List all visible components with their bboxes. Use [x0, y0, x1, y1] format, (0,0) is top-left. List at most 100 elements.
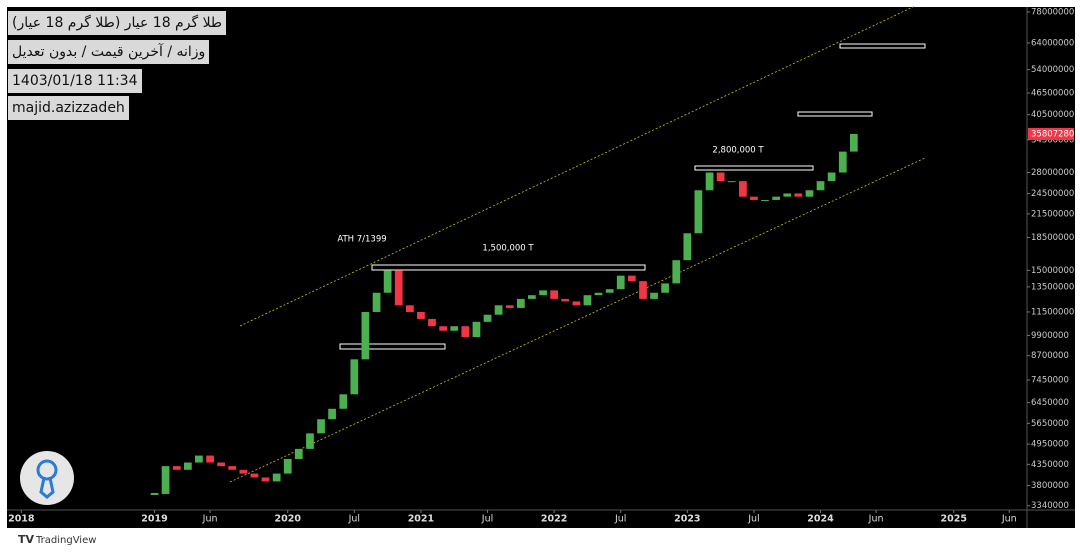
candle [739, 181, 747, 197]
y-tick-label: 4950000 [1031, 440, 1069, 450]
candle [206, 455, 214, 463]
candle [195, 455, 203, 463]
x-tick-label: Jul [614, 514, 626, 525]
candle [705, 172, 714, 191]
candle [716, 172, 725, 182]
y-tick-label: 78000000 [1031, 7, 1074, 17]
x-tick-label: 2024 [807, 514, 834, 525]
range-box [694, 165, 814, 171]
candle [294, 448, 303, 460]
candle [350, 359, 359, 395]
candle [261, 477, 270, 482]
x-tick-label: 2022 [541, 514, 567, 525]
candle [661, 283, 669, 293]
x-tick-label: Jun [1001, 514, 1017, 525]
candle [827, 172, 836, 182]
header-author: majid.azizzadeh [8, 96, 129, 120]
candle [583, 295, 592, 306]
candle [239, 469, 248, 474]
candle [161, 466, 170, 494]
candle [528, 295, 536, 299]
header-subtitle: وزانه / آخرین قیمت / بدون تعدیل [8, 40, 210, 64]
candle [539, 290, 547, 296]
candle [838, 151, 847, 173]
candle [594, 292, 603, 296]
candle [272, 473, 281, 482]
candle [639, 281, 647, 299]
target-box [839, 43, 926, 49]
candle [783, 193, 792, 197]
y-tick-label: 9900000 [1031, 331, 1069, 341]
brand: TradingView [35, 535, 96, 546]
brand-mark: TV [18, 533, 35, 546]
candle [417, 311, 425, 319]
x-tick-label: Jun [202, 514, 218, 525]
candle [283, 459, 292, 474]
y-tick-label: 46500000 [1031, 89, 1074, 99]
x-tick-label: 2023 [674, 514, 700, 525]
y-tick-label: 5650000 [1031, 419, 1069, 429]
candle [306, 433, 314, 449]
y-tick-label: 3340000 [1031, 501, 1069, 511]
x-tick-label: Jul [348, 514, 360, 525]
x-tick-label: 2018 [8, 514, 35, 525]
x-tick-label: 2020 [274, 514, 301, 525]
candle [572, 301, 581, 306]
candle [816, 181, 825, 191]
logo-icon [36, 459, 58, 481]
candle [406, 305, 414, 312]
candle [339, 394, 348, 409]
last-price-label: 35807280 [1031, 129, 1074, 139]
logo-icon [39, 477, 55, 499]
candle [650, 292, 658, 299]
candle [150, 492, 159, 495]
x-tick-label: 2025 [941, 514, 967, 525]
y-tick-label: 28000000 [1031, 168, 1074, 178]
chart-background [7, 7, 1075, 528]
candle [550, 290, 559, 299]
y-tick-label: 13500000 [1031, 282, 1074, 292]
candle [361, 311, 370, 360]
candle [605, 289, 614, 293]
candle [727, 181, 736, 183]
y-tick-label: 64000000 [1031, 38, 1074, 48]
y-tick-label: 40500000 [1031, 110, 1074, 120]
candle [683, 233, 692, 261]
annotation: 2,800,000 T [712, 146, 764, 156]
y-tick-label: 3800000 [1031, 481, 1069, 491]
candle [616, 275, 625, 290]
range-box [371, 264, 646, 271]
candle [761, 199, 769, 201]
annotation: 1,500,000 T [482, 244, 534, 254]
y-tick-label: 4350000 [1031, 460, 1069, 470]
candle [372, 292, 381, 312]
x-tick-label: 2021 [408, 514, 434, 525]
candle [849, 133, 858, 152]
y-tick-label: 54000000 [1031, 65, 1074, 75]
candle [516, 298, 525, 308]
candle [228, 466, 237, 470]
x-tick-label: Jun [868, 514, 884, 525]
candle [183, 462, 192, 470]
range-box [339, 343, 446, 350]
target-box [797, 111, 873, 117]
y-tick-label: 15000000 [1031, 266, 1074, 276]
candle [494, 305, 503, 315]
y-tick-label: 6450000 [1031, 398, 1069, 408]
header-title: طلا گرم 18 عیار (طلا گرم 18 عیار) [8, 11, 227, 35]
x-tick-label: Jul [481, 514, 493, 525]
candle [750, 196, 758, 200]
candle [328, 408, 336, 420]
y-tick-label: 11500000 [1031, 307, 1074, 317]
y-tick-label: 18500000 [1031, 233, 1074, 243]
y-tick-label: 34500000 [1031, 135, 1074, 145]
last-price-badge [1028, 127, 1074, 140]
candle [794, 193, 803, 197]
candle [394, 270, 403, 306]
candle [805, 190, 814, 197]
candle [383, 270, 392, 293]
candle [472, 321, 481, 338]
candle [461, 326, 470, 338]
